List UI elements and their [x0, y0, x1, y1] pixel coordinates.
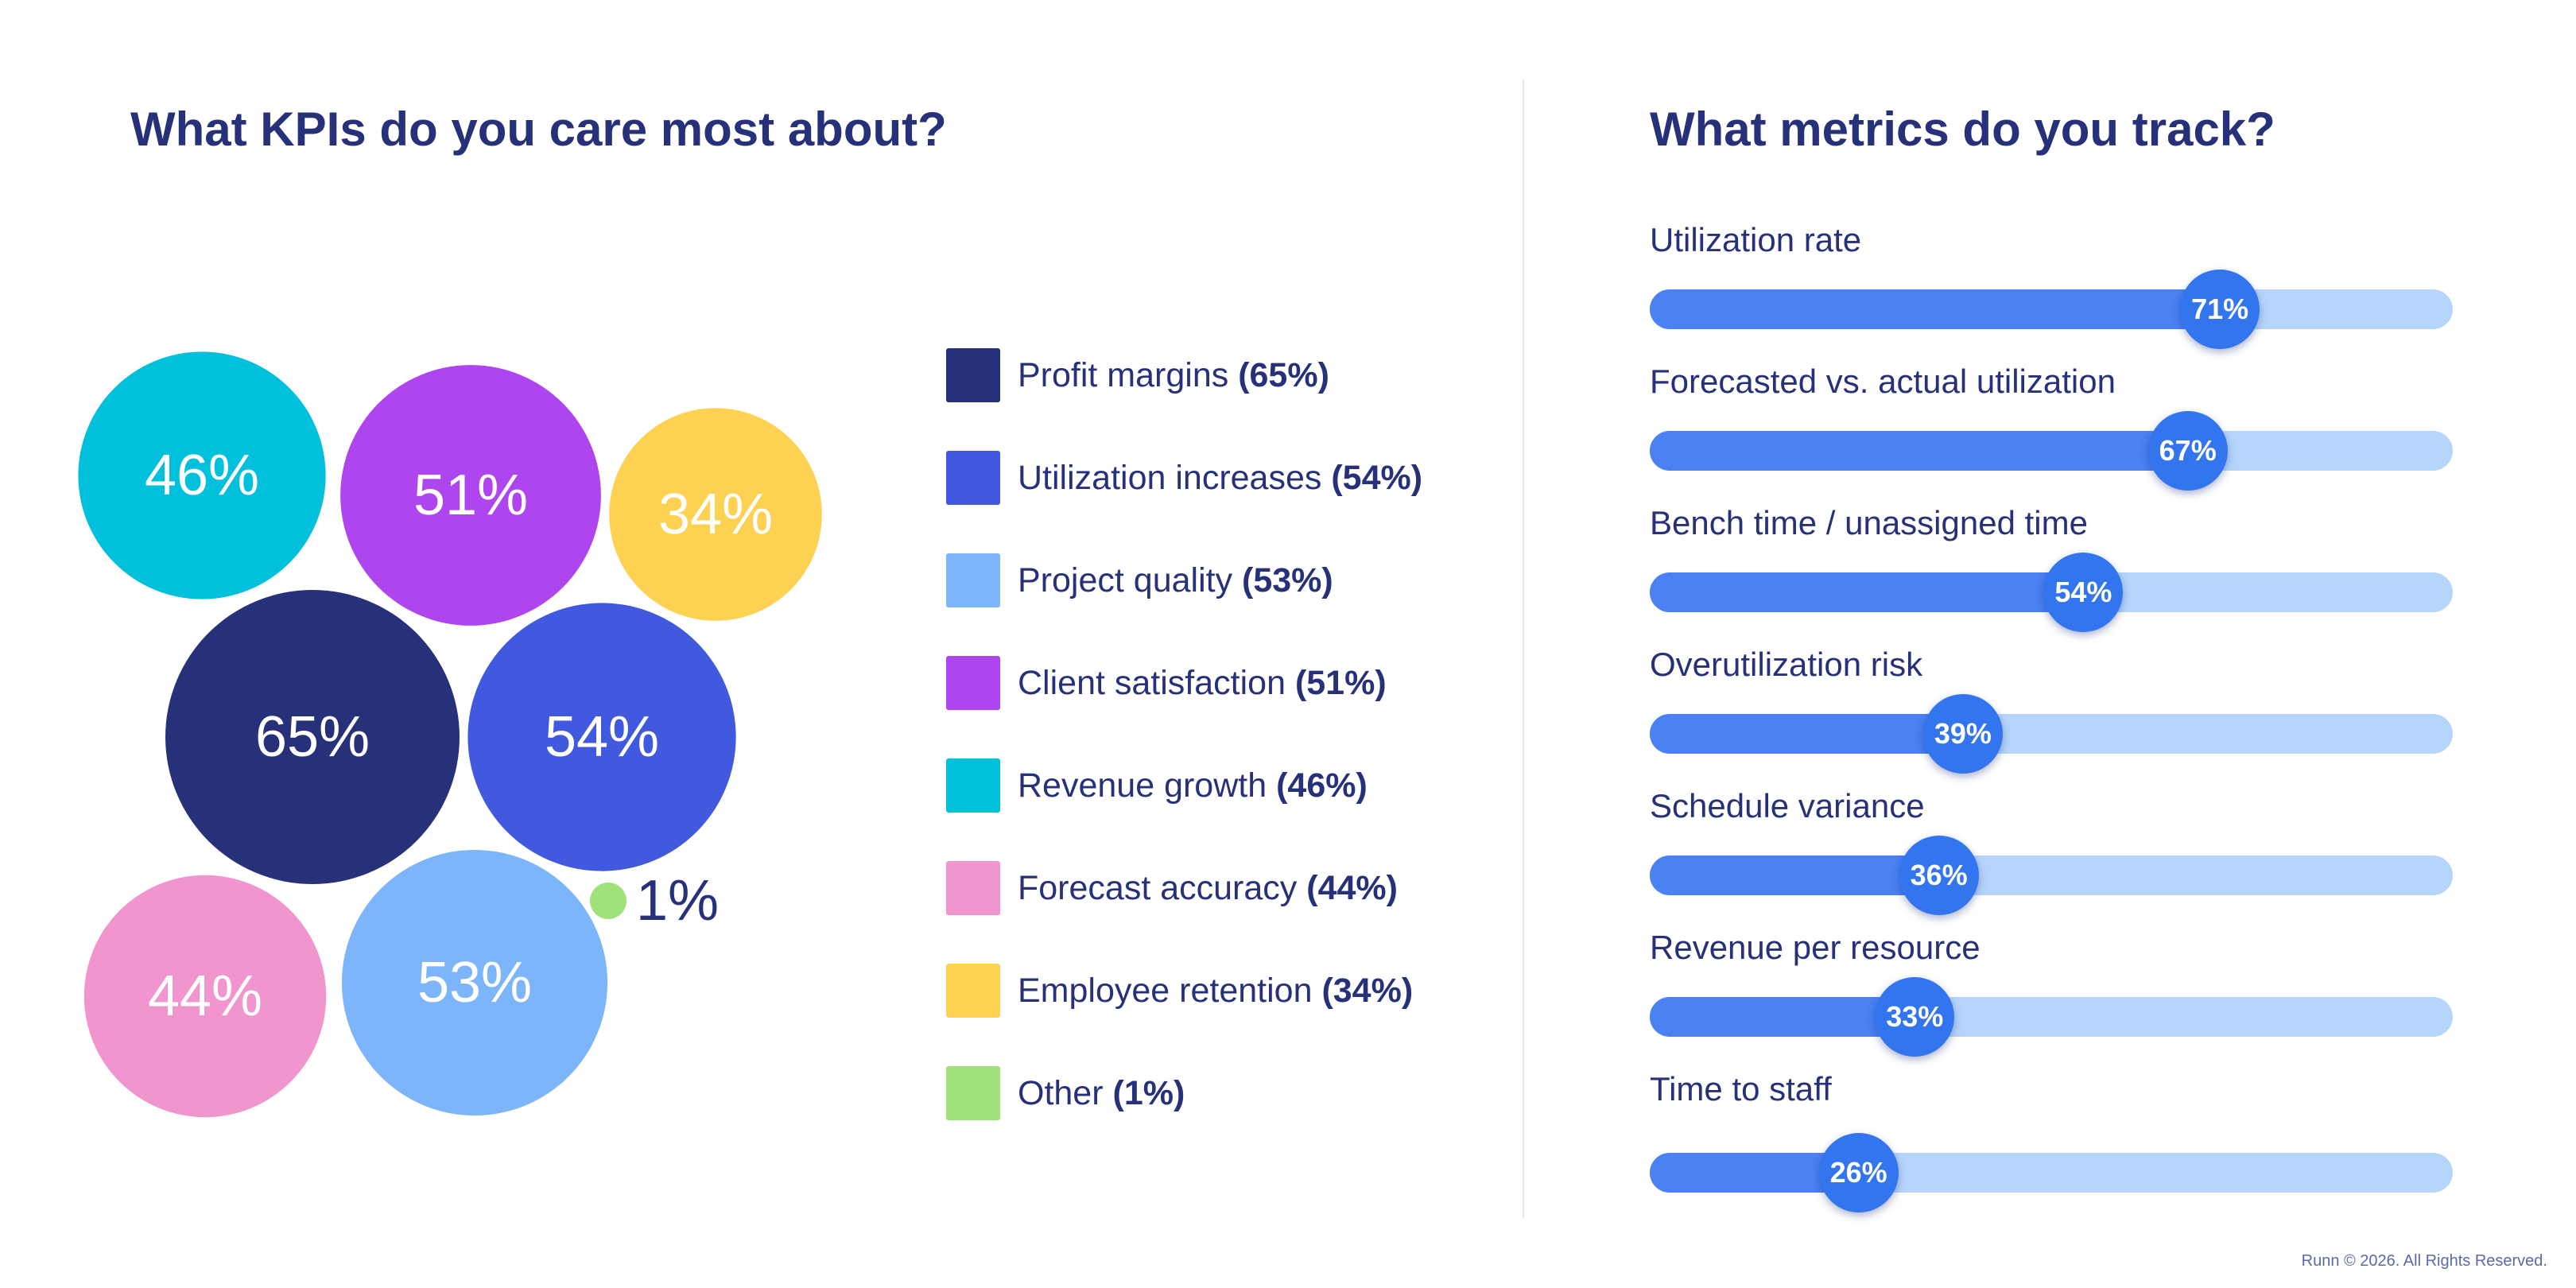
metric-track: 54% [1650, 553, 2453, 632]
legend-value: (44%) [1306, 869, 1398, 907]
bubble-client-satisfaction [340, 365, 601, 626]
legend-swatch [946, 964, 1000, 1018]
bubble-label: 1% [636, 869, 719, 933]
legend-label: Forecast accuracy [1018, 869, 1298, 907]
bubble-utilization-increases [467, 603, 736, 871]
kpi-chart-title: What KPIs do you care most about? [130, 103, 947, 156]
bubble-label: 44% [148, 964, 262, 1028]
metric-value-knob: 33% [1875, 977, 1955, 1057]
legend-value: (46%) [1276, 766, 1368, 805]
legend-label: Utilization increases [1018, 459, 1322, 497]
legend-label: Profit margins [1018, 356, 1229, 394]
legend-label: Other [1018, 1074, 1104, 1112]
legend-label: Client satisfaction [1018, 664, 1286, 702]
metric-label: Schedule variance [1650, 787, 1925, 824]
metric-fill [1650, 289, 2221, 329]
bubble-profit-margins [165, 590, 460, 884]
metric-track: 71% [1650, 270, 2453, 349]
metric-fill [1650, 572, 2084, 612]
bubble-other [590, 883, 627, 919]
metric-value-knob: 71% [2180, 270, 2260, 349]
metric-track: 39% [1650, 694, 2453, 774]
legend-value: (65%) [1238, 356, 1329, 394]
legend-swatch [946, 758, 1000, 813]
bubble-revenue-growth [78, 351, 326, 599]
metric-label: Revenue per resource [1650, 929, 1980, 966]
bubble-forecast-accuracy [83, 875, 327, 1118]
legend-swatch [946, 861, 1000, 915]
metric-label: Overutilization risk [1650, 646, 1923, 683]
legend-value: (34%) [1321, 972, 1414, 1010]
bubble-label: 46% [145, 444, 259, 507]
metric-fill [1650, 431, 2188, 471]
legend-label: Employee retention [1018, 972, 1313, 1010]
bubble-label: 34% [658, 483, 773, 546]
metric-value-knob: 26% [1818, 1133, 1899, 1212]
bubble-label: 53% [417, 951, 532, 1014]
legend-swatch [946, 656, 1000, 710]
legend-label: Project quality [1018, 561, 1233, 599]
metric-fill [1650, 997, 1915, 1037]
metric-fill [1650, 855, 1939, 895]
bubble-label: 65% [255, 705, 370, 769]
legend-label: Revenue growth [1018, 766, 1267, 805]
metric-time-to-staff: Time to staff 26% [1650, 1070, 2453, 1229]
legend-swatch [946, 451, 1000, 505]
metric-value-knob: 39% [1922, 694, 2003, 774]
legend-value: (1%) [1112, 1074, 1185, 1112]
metric-track: 33% [1650, 977, 2453, 1057]
bubble-employee-retention [609, 408, 822, 621]
metric-label: Time to staff [1650, 1070, 1832, 1108]
panel-divider [1523, 80, 1524, 1218]
metrics-chart-title: What metrics do you track? [1650, 103, 2275, 156]
bubble-label: 54% [545, 705, 659, 769]
kpi-bubble-chart: 65% 54% 53% 51% 46% 44% 34% 1% [78, 351, 822, 1118]
legend-value: (53%) [1242, 561, 1333, 599]
metric-label: Bench time / unassigned time [1650, 504, 2088, 541]
bubble-label: 51% [413, 464, 528, 527]
metric-track: 26% [1650, 1133, 2453, 1212]
metric-fill [1650, 714, 1963, 754]
metric-value-knob: 36% [1899, 836, 1979, 915]
metric-label: Utilization rate [1650, 221, 1862, 258]
metric-track: 36% [1650, 836, 2453, 915]
metric-value-knob: 54% [2043, 553, 2124, 632]
legend-value: (51%) [1294, 664, 1387, 702]
footer-copyright: Runn © 2026. All Rights Reserved. [2301, 1252, 2547, 1270]
legend-value: (54%) [1331, 459, 1423, 497]
metric-value-knob: 67% [2147, 411, 2228, 491]
bubble-project-quality [341, 849, 608, 1116]
metric-track: 67% [1650, 411, 2453, 491]
legend-swatch [946, 1066, 1000, 1120]
metric-label: Forecasted vs. actual utilization [1650, 363, 2116, 400]
legend-swatch [946, 348, 1000, 402]
legend-swatch [946, 553, 1000, 607]
